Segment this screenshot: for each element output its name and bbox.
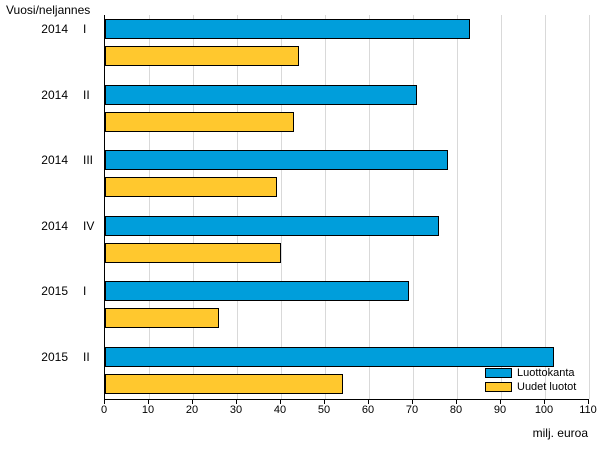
category-quarter: II: [83, 350, 90, 364]
category-year: 2015: [41, 284, 68, 299]
category-label: 2014 II: [0, 85, 104, 105]
x-tick-mark: [280, 400, 281, 404]
category-label: 2014 III: [0, 150, 104, 170]
gridline: [368, 15, 370, 399]
category-quarter: I: [83, 284, 87, 299]
category-quarter: II: [83, 87, 90, 102]
gridline: [148, 15, 150, 399]
category-label: 2015 I: [0, 281, 104, 301]
bar-uudet-luotot: [105, 111, 294, 132]
x-tick-mark: [368, 400, 369, 404]
x-tick-label: 10: [141, 404, 155, 416]
category-quarter: I: [83, 22, 87, 36]
x-tick-mark: [324, 400, 325, 404]
x-tick-label: 20: [185, 404, 199, 416]
legend: Luottokanta Uudet luotot: [485, 366, 576, 394]
uudet-luotot-swatch-icon: [485, 382, 512, 392]
category-year: 2015: [41, 350, 68, 364]
x-tick-label: 90: [493, 404, 507, 416]
bar-luottokanta: [105, 84, 417, 105]
bar-luottokanta: [105, 347, 554, 367]
x-tick-mark: [412, 400, 413, 404]
x-tick-mark: [148, 400, 149, 404]
category-year: 2014: [41, 87, 68, 102]
category-quarter: III: [83, 153, 94, 168]
bar-luottokanta: [105, 215, 439, 236]
gridline: [192, 15, 194, 399]
bar-uudet-luotot: [105, 242, 281, 263]
category-year: 2014: [41, 22, 68, 36]
plot-area: [104, 15, 590, 400]
bar-uudet-luotot: [105, 308, 219, 329]
legend-row-uudet-luotot: Uudet luotot: [485, 380, 576, 394]
category-year: 2014: [41, 153, 68, 168]
gridline: [324, 15, 326, 399]
x-tick-mark: [456, 400, 457, 404]
gridline: [544, 15, 546, 399]
category-axis-title: Vuosi/neljannes: [6, 3, 91, 17]
x-tick-mark: [104, 400, 105, 404]
category-label: 2014 IV: [0, 216, 104, 236]
gridline: [236, 15, 238, 399]
x-tick-mark: [236, 400, 237, 404]
gridline: [500, 15, 502, 399]
x-tick-label: 0: [100, 404, 108, 416]
legend-row-luottokanta: Luottokanta: [485, 366, 576, 380]
category-label: 2015 II: [0, 347, 104, 367]
x-tick-label: 60: [361, 404, 375, 416]
legend-label: Luottokanta: [517, 367, 575, 379]
x-axis-unit-label: milj. euroa: [532, 426, 588, 440]
x-tick-label: 110: [579, 404, 597, 416]
x-tick-mark: [544, 400, 545, 404]
x-tick-label: 80: [449, 404, 463, 416]
x-tick-label: 100: [534, 404, 554, 416]
bar-uudet-luotot: [105, 177, 277, 198]
bar-uudet-luotot: [105, 46, 299, 66]
x-tick-label: 50: [317, 404, 331, 416]
bar-luottokanta: [105, 281, 409, 302]
gridline: [456, 15, 458, 399]
x-tick-label: 70: [405, 404, 419, 416]
bar-uudet-luotot: [105, 374, 343, 394]
bar-luottokanta: [105, 19, 470, 39]
bar-luottokanta: [105, 150, 448, 171]
x-tick-mark: [588, 400, 589, 404]
category-label: 2014 I: [0, 19, 104, 39]
x-tick-mark: [500, 400, 501, 404]
gridline: [280, 15, 282, 399]
category-quarter: IV: [83, 218, 95, 233]
x-tick-label: 30: [229, 404, 243, 416]
x-tick-mark: [192, 400, 193, 404]
legend-label: Uudet luotot: [517, 381, 577, 393]
category-year: 2014: [41, 218, 68, 233]
x-tick-label: 40: [273, 404, 287, 416]
gridline: [412, 15, 414, 399]
luottokanta-swatch-icon: [485, 368, 512, 378]
gridline: [588, 15, 590, 399]
